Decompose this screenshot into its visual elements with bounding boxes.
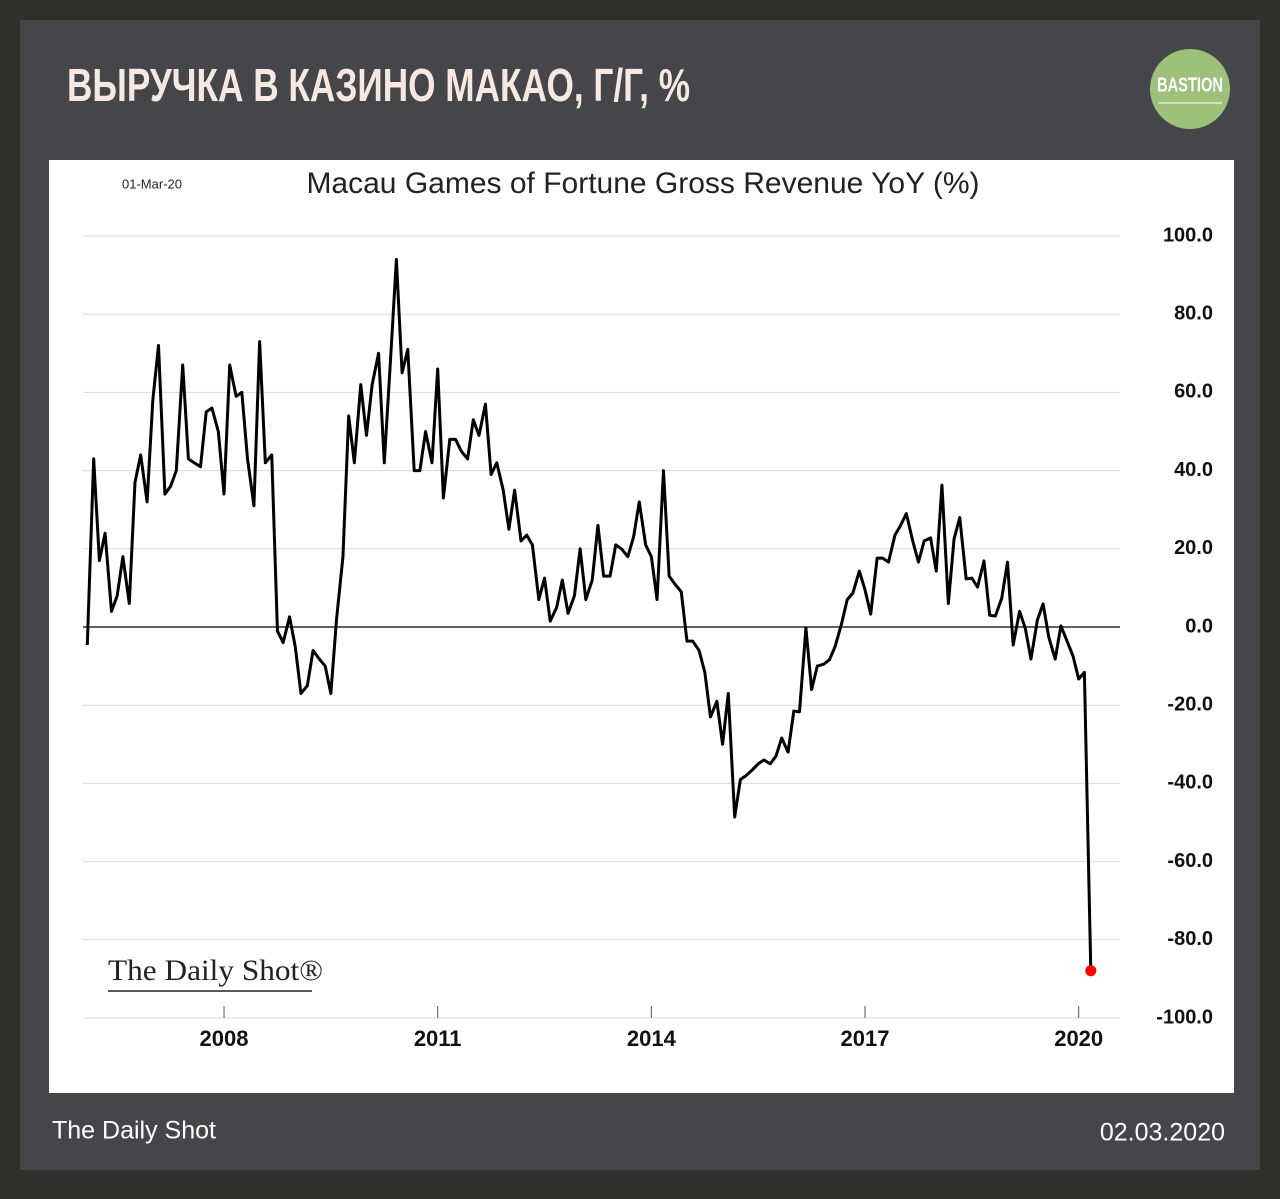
x-tick-label: 2008 [200,1026,249,1051]
y-tick-label: -40.0 [1167,772,1213,794]
footer-date: 02.03.2020 [1100,1119,1225,1147]
y-tick-label: 100.0 [1163,224,1213,246]
y-tick-label: -20.0 [1167,693,1213,715]
data-line [85,257,1093,971]
chart-note: 01-Mar-20 [122,176,182,191]
y-tick-label: 40.0 [1174,459,1213,481]
last-point [1085,965,1097,977]
y-tick-label: 80.0 [1174,302,1213,324]
y-tick-label: 20.0 [1174,537,1213,559]
badge [1150,49,1230,129]
y-tick-label: -60.0 [1167,850,1213,872]
chart-title: Macau Games of Fortune Gross Revenue YoY… [306,167,979,200]
x-tick-label: 2014 [627,1026,677,1051]
x-tick-label: 2020 [1054,1026,1103,1051]
footer-source: The Daily Shot [52,1117,216,1145]
header-title: ВЫРУЧКА В КАЗИНО МАКАО, Г/Г, % [67,59,690,111]
x-tick-label: 2011 [414,1026,462,1051]
y-tick-label: -80.0 [1167,928,1213,950]
badge-text: BASTION [1157,74,1223,96]
y-tick-label: -100.0 [1156,1006,1213,1028]
plot: -100.0 -80.0 -60.0 -40.0 -20.0 0.0 20.0 40.0 60.… [83,224,1213,1051]
watermark: The Daily Shot® [108,954,323,987]
x-tick-label: 2017 [841,1026,890,1051]
y-tick-label: 0.0 [1185,615,1213,637]
y-tick-label: 60.0 [1174,381,1213,403]
